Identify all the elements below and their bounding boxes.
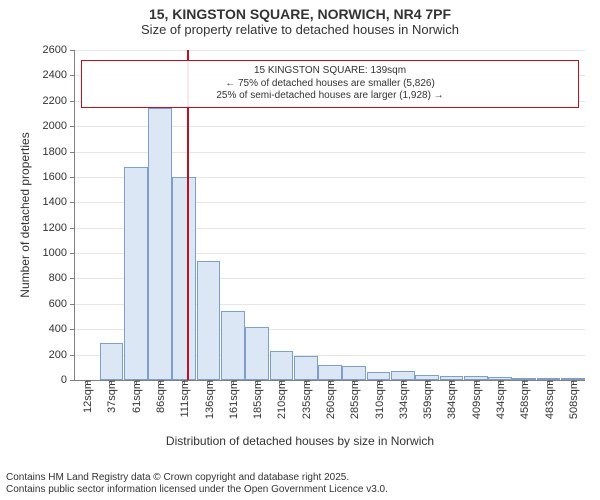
x-tick-label: 12sqm [80, 380, 94, 413]
histogram-bar [270, 351, 294, 380]
x-tick-label: 86sqm [153, 380, 167, 413]
x-tick-label: 260sqm [323, 380, 337, 419]
gridline [75, 50, 585, 51]
histogram-bar [221, 311, 245, 380]
callout-line: ← 75% of detached houses are smaller (5,… [86, 78, 574, 91]
x-tick-label: 434sqm [493, 380, 507, 419]
y-tick-label: 2000 [43, 120, 75, 132]
x-tick-label: 334sqm [396, 380, 410, 419]
x-tick-label: 384sqm [444, 380, 458, 419]
plot-area: 0200400600800100012001400160018002000220… [74, 50, 585, 381]
y-tick-label: 2600 [43, 44, 75, 56]
x-tick-label: 61sqm [129, 380, 143, 413]
x-tick-label: 285sqm [347, 380, 361, 419]
chart-title: 15, KINGSTON SQUARE, NORWICH, NR4 7PF [0, 0, 600, 22]
callout-line: 15 KINGSTON SQUARE: 139sqm [86, 65, 574, 78]
histogram-bar [148, 108, 172, 380]
x-tick-label: 210sqm [274, 380, 288, 419]
x-tick-label: 483sqm [542, 380, 556, 419]
x-tick-label: 161sqm [226, 380, 240, 419]
x-tick-label: 111sqm [177, 380, 191, 418]
footer-line-2: Contains public sector information licen… [6, 484, 388, 496]
histogram-bar [318, 365, 342, 380]
footer-attribution: Contains HM Land Registry data © Crown c… [6, 472, 388, 496]
y-axis-label: Number of detached properties [18, 132, 32, 297]
x-tick-label: 409sqm [469, 380, 483, 419]
chart-subtitle: Size of property relative to detached ho… [0, 22, 600, 41]
x-tick-label: 37sqm [104, 380, 118, 413]
x-tick-label: 458sqm [517, 380, 531, 419]
y-tick-label: 0 [61, 374, 75, 386]
callout-box: 15 KINGSTON SQUARE: 139sqm← 75% of detac… [81, 60, 579, 108]
histogram-bar [342, 366, 366, 380]
x-tick-label: 185sqm [250, 380, 264, 419]
histogram-bar [197, 261, 221, 380]
footer-line-1: Contains HM Land Registry data © Crown c… [6, 472, 388, 484]
y-tick-label: 1800 [43, 146, 75, 158]
histogram-bar [294, 356, 318, 380]
y-tick-label: 1000 [43, 247, 75, 259]
y-tick-label: 2400 [43, 69, 75, 81]
callout-line: 25% of semi-detached houses are larger (… [86, 90, 574, 103]
histogram-bar [367, 372, 391, 380]
x-tick-label: 136sqm [202, 380, 216, 419]
y-tick-label: 600 [49, 298, 75, 310]
x-tick-label: 310sqm [372, 380, 386, 419]
y-tick-label: 200 [49, 349, 75, 361]
x-tick-label: 359sqm [420, 380, 434, 419]
y-tick-label: 800 [49, 272, 75, 284]
histogram-bar [124, 167, 148, 380]
x-tick-label: 235sqm [299, 380, 313, 419]
histogram-bar [100, 343, 124, 380]
histogram-bar [172, 177, 196, 380]
chart-container: 15, KINGSTON SQUARE, NORWICH, NR4 7PF Si… [0, 0, 600, 500]
y-tick-label: 1600 [43, 171, 75, 183]
y-tick-label: 2200 [43, 95, 75, 107]
y-tick-label: 1400 [43, 196, 75, 208]
histogram-bar [391, 371, 415, 380]
x-tick-label: 508sqm [566, 380, 580, 419]
y-tick-label: 400 [49, 323, 75, 335]
histogram-bar [245, 327, 269, 380]
y-tick-label: 1200 [43, 222, 75, 234]
x-axis-label: Distribution of detached houses by size … [0, 434, 600, 448]
